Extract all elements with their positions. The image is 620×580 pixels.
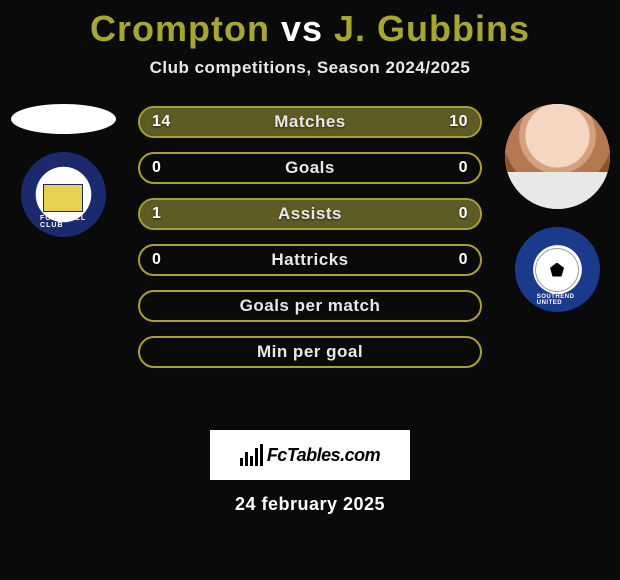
club1-top-text: TAMWORTH xyxy=(40,162,85,169)
player1-club-logo: TAMWORTH FOOTBALL CLUB xyxy=(21,152,106,237)
bars-icon xyxy=(240,444,263,466)
stat-label: Assists xyxy=(278,204,342,224)
branding-badge[interactable]: FcTables.com xyxy=(210,430,410,480)
player2-photo-icon xyxy=(505,104,610,209)
player1-photo xyxy=(11,104,116,134)
stat-label: Hattricks xyxy=(271,250,348,270)
left-column: TAMWORTH FOOTBALL CLUB xyxy=(8,104,118,237)
stat-label: Goals xyxy=(285,158,335,178)
title-player1: Crompton xyxy=(90,8,270,49)
stat-label: Matches xyxy=(274,112,346,132)
content-zone: TAMWORTH FOOTBALL CLUB SOUTHEND UNITED 1… xyxy=(0,106,620,416)
stat-value-right: 0 xyxy=(459,251,468,269)
branding-text: FcTables.com xyxy=(267,445,380,466)
club1-bottom-text: FOOTBALL CLUB xyxy=(40,215,86,229)
stat-value-right: 0 xyxy=(459,159,468,177)
stat-row: 0 0 Goals xyxy=(138,152,482,184)
stat-row: 0 0 Hattricks xyxy=(138,244,482,276)
comparison-date: 24 february 2025 xyxy=(0,494,620,515)
stat-value-right: 10 xyxy=(449,113,468,131)
stat-row: Min per goal xyxy=(138,336,482,368)
page-title: Crompton vs J. Gubbins xyxy=(0,8,620,50)
player2-photo xyxy=(505,104,610,209)
title-vs: vs xyxy=(281,8,323,49)
stat-row: Goals per match xyxy=(138,290,482,322)
stat-value-left: 0 xyxy=(152,159,161,177)
stat-row: 14 10 Matches xyxy=(138,106,482,138)
club2-text: SOUTHEND UNITED xyxy=(537,294,578,306)
football-icon xyxy=(535,248,579,292)
stat-row: 1 0 Assists xyxy=(138,198,482,230)
stat-label: Min per goal xyxy=(257,342,363,362)
title-player2: J. Gubbins xyxy=(334,8,530,49)
player2-club-logo: SOUTHEND UNITED xyxy=(515,227,600,312)
stat-value-left: 0 xyxy=(152,251,161,269)
stat-label: Goals per match xyxy=(240,296,381,316)
stat-rows: 1410Matches00Goals10Assists00HattricksGo… xyxy=(138,106,482,368)
right-column: SOUTHEND UNITED xyxy=(502,104,612,312)
stat-value-left: 14 xyxy=(152,113,171,131)
subtitle: Club competitions, Season 2024/2025 xyxy=(0,58,620,78)
stat-value-right: 0 xyxy=(459,205,468,223)
comparison-card: Crompton vs J. Gubbins Club competitions… xyxy=(0,0,620,515)
club1-shield-icon xyxy=(43,184,83,212)
stat-value-left: 1 xyxy=(152,205,161,223)
